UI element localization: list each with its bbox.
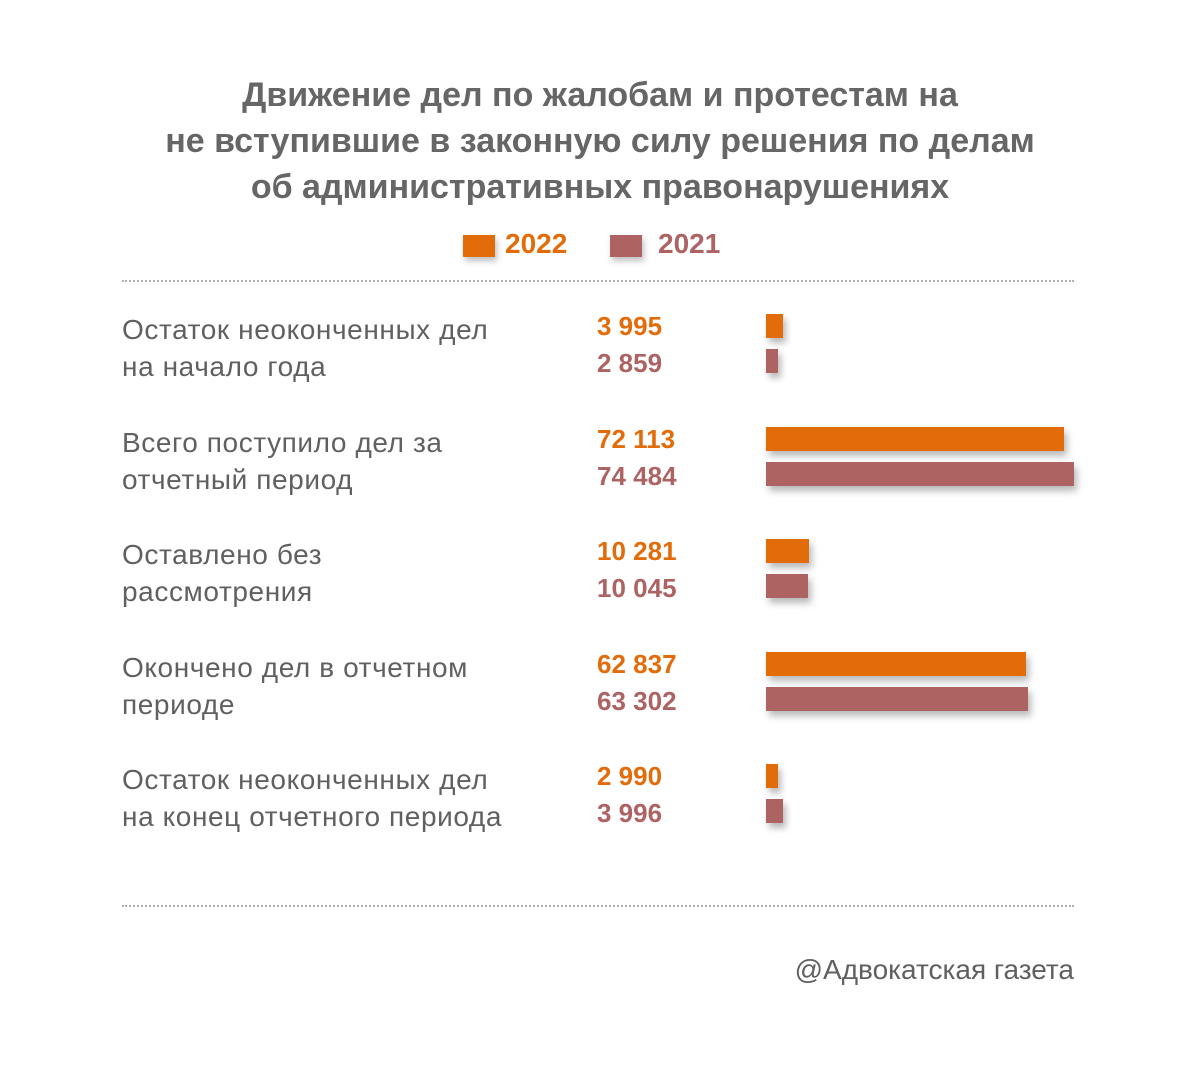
category-label-line: Окончено дел в отчетном bbox=[122, 652, 469, 683]
data-label-2022: 72 113 bbox=[597, 424, 676, 454]
data-label-2022: 62 837 bbox=[597, 649, 677, 679]
bar-2022 bbox=[766, 314, 783, 338]
chart-row: Всего поступило дел за отчетный период 72 … bbox=[0, 424, 1200, 514]
data-label-2021: 3 996 bbox=[597, 798, 663, 828]
bar-2022 bbox=[766, 427, 1064, 451]
data-label-2021: 2 859 bbox=[597, 348, 663, 378]
bar-2021 bbox=[766, 574, 808, 598]
chart-title-line-1: Движение дел по жалобам и протестам на bbox=[242, 76, 958, 114]
bar-2021 bbox=[766, 687, 1028, 711]
bar-2021 bbox=[766, 799, 783, 823]
category-label: Окончено дел в отчетном периоде bbox=[122, 649, 592, 723]
category-label: Всего поступило дел за отчетный период bbox=[122, 424, 592, 498]
bar-2021 bbox=[766, 462, 1074, 486]
source-credit: @Адвокатская газета bbox=[794, 954, 1074, 985]
category-label-line: на конец отчетного периода bbox=[122, 801, 503, 832]
bar-2021 bbox=[766, 349, 778, 373]
bottom-divider bbox=[122, 905, 1074, 907]
data-label-2022: 10 281 bbox=[597, 536, 677, 566]
data-label-2021: 74 484 bbox=[597, 461, 677, 491]
category-label-line: Оставлено без bbox=[122, 539, 323, 570]
legend-label-2021: 2021 bbox=[658, 228, 721, 259]
category-label-line: рассмотрения bbox=[122, 576, 313, 607]
bar-2022 bbox=[766, 652, 1026, 676]
chart-row: Оставлено без рассмотрения 10 281 10 045 bbox=[0, 536, 1200, 626]
legend-swatch-2022 bbox=[463, 235, 495, 257]
chart-row: Остаток неоконченных дел на конец отчетно… bbox=[0, 761, 1200, 851]
data-label-2021: 10 045 bbox=[597, 573, 677, 603]
category-label-line: на начало года bbox=[122, 351, 327, 382]
data-label-2022: 2 990 bbox=[597, 761, 663, 791]
chart-title-line-2: не вступившие в законную силу решения по… bbox=[165, 122, 1035, 160]
category-label-line: Всего поступило дел за bbox=[122, 427, 443, 458]
legend: 2022 2021 bbox=[0, 225, 1200, 265]
top-divider bbox=[122, 280, 1074, 282]
category-label-line: периоде bbox=[122, 689, 236, 720]
category-label-line: отчетный период bbox=[122, 464, 354, 495]
chart-title-line-3: об административных правонарушениях bbox=[250, 168, 950, 206]
category-label-line: Остаток неоконченных дел bbox=[122, 764, 489, 795]
legend-label-2022: 2022 bbox=[505, 228, 568, 259]
category-label: Остаток неоконченных дел на конец отчетно… bbox=[122, 761, 592, 835]
category-label: Остаток неоконченных дел на начало года bbox=[122, 311, 592, 385]
bar-2022 bbox=[766, 764, 778, 788]
bar-2022 bbox=[766, 539, 809, 563]
data-label-2021: 63 302 bbox=[597, 686, 677, 716]
category-label-line: Остаток неоконченных дел bbox=[122, 314, 489, 345]
chart-title: Движение дел по жалобам и протестам на н… bbox=[0, 72, 1200, 210]
legend-swatch-2021 bbox=[610, 235, 642, 257]
data-label-2022: 3 995 bbox=[597, 311, 663, 341]
category-label: Оставлено без рассмотрения bbox=[122, 536, 592, 610]
chart-row: Остаток неоконченных дел на начало года 3 … bbox=[0, 311, 1200, 401]
chart-row: Окончено дел в отчетном периоде 62 837 63 3… bbox=[0, 649, 1200, 739]
